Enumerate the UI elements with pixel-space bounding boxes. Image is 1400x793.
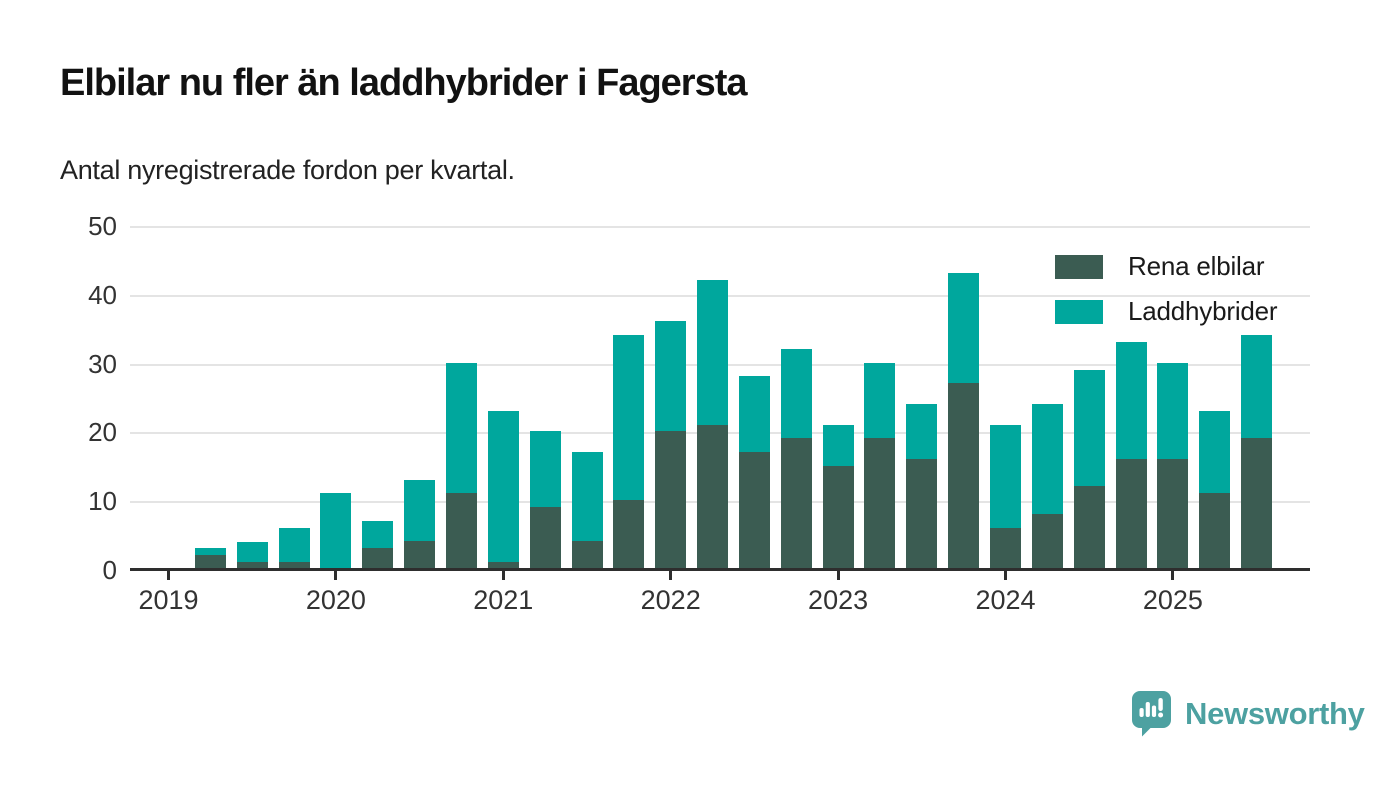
bar-2021Q3-laddhybrider bbox=[571, 452, 603, 542]
bar-2019Q2-rena-elbilar bbox=[194, 555, 226, 569]
x-axis-tick-2025 bbox=[1171, 571, 1175, 580]
legend-label-rena-elbilar: Rena elbilar bbox=[1128, 251, 1265, 281]
y-axis-label-30: 30 bbox=[88, 348, 117, 379]
y-axis-label-20: 20 bbox=[88, 417, 117, 448]
x-axis-label-2019: 2019 bbox=[138, 585, 199, 615]
bar-2019Q4-rena-elbilar bbox=[278, 562, 310, 569]
legend-item-rena-elbilar: Rena elbilar bbox=[1055, 251, 1277, 282]
bar-2023Q1-rena-elbilar bbox=[822, 465, 854, 569]
x-axis-tick-2022 bbox=[669, 571, 673, 580]
brand-name: Newsworthy bbox=[1185, 695, 1365, 731]
bar-2024Q2-rena-elbilar bbox=[1031, 513, 1063, 569]
x-axis-label-2023: 2023 bbox=[808, 585, 869, 615]
bar-2021Q2-rena-elbilar bbox=[529, 507, 561, 569]
gridline-y-50 bbox=[130, 226, 1310, 228]
bar-2024Q4-rena-elbilar bbox=[1115, 458, 1147, 569]
bar-2025Q3-rena-elbilar bbox=[1241, 438, 1273, 569]
bar-2020Q4-laddhybrider bbox=[445, 362, 477, 494]
bar-2024Q1-rena-elbilar bbox=[990, 527, 1021, 569]
legend-item-laddhybrider: Laddhybrider bbox=[1055, 296, 1278, 327]
x-axis-label-2022: 2022 bbox=[640, 585, 701, 615]
x-axis-line bbox=[130, 568, 1310, 571]
bar-2023Q4-laddhybrider bbox=[948, 273, 980, 384]
bar-2021Q1-laddhybrider bbox=[487, 410, 519, 563]
bar-2019Q3-laddhybrider bbox=[236, 541, 268, 563]
bar-2023Q2-rena-elbilar bbox=[864, 438, 896, 569]
legend-swatch-laddhybrider bbox=[1055, 299, 1103, 324]
bar-2024Q1-laddhybrider bbox=[990, 424, 1021, 528]
bar-2019Q3-rena-elbilar bbox=[236, 562, 268, 569]
bar-2022Q1-laddhybrider bbox=[655, 321, 687, 432]
y-axis-label-10: 10 bbox=[88, 486, 117, 517]
bar-2020Q2-rena-elbilar bbox=[362, 548, 394, 569]
y-axis-label-50: 50 bbox=[88, 210, 117, 241]
bar-2025Q1-laddhybrider bbox=[1157, 362, 1189, 459]
bar-2022Q4-rena-elbilar bbox=[780, 438, 812, 569]
bar-2022Q3-rena-elbilar bbox=[738, 452, 770, 569]
bar-2020Q3-rena-elbilar bbox=[404, 541, 436, 569]
bar-2024Q2-laddhybrider bbox=[1031, 403, 1063, 514]
bar-2021Q2-laddhybrider bbox=[529, 431, 561, 508]
bar-2019Q2-laddhybrider bbox=[194, 548, 226, 556]
plot-area: 0 10 20 30 40 50 2019 2020 2021 2022 2023 2024 2025 bbox=[88, 211, 1310, 615]
x-axis-tick-2024 bbox=[1004, 571, 1007, 580]
bar-2023Q2-laddhybrider bbox=[864, 362, 896, 439]
x-axis-tick-2019 bbox=[167, 571, 170, 580]
bar-2021Q3-rena-elbilar bbox=[571, 541, 603, 569]
legend: Rena elbilar Laddhybrider bbox=[1055, 251, 1278, 327]
bar-2020Q3-laddhybrider bbox=[404, 479, 436, 542]
x-axis-label-2020: 2020 bbox=[305, 585, 366, 615]
x-axis-label-2024: 2024 bbox=[975, 585, 1036, 615]
page-subtitle: Antal nyregistrerade fordon per kvartal. bbox=[60, 155, 515, 185]
bar-2023Q1-laddhybrider bbox=[822, 424, 854, 466]
bar-2021Q4-rena-elbilar bbox=[613, 500, 645, 569]
bar-2020Q2-laddhybrider bbox=[362, 520, 394, 549]
bar-2025Q1-rena-elbilar bbox=[1157, 458, 1189, 569]
bar-2022Q4-laddhybrider bbox=[780, 348, 812, 439]
bar-2025Q2-laddhybrider bbox=[1199, 410, 1231, 494]
speech-bubble-bar-chart-icon bbox=[1132, 691, 1171, 737]
bar-2021Q4-laddhybrider bbox=[613, 335, 645, 501]
legend-swatch-rena-elbilar bbox=[1055, 254, 1103, 279]
x-axis-label-2021: 2021 bbox=[473, 585, 534, 615]
bar-2021Q1-rena-elbilar bbox=[487, 562, 519, 569]
bar-2022Q2-laddhybrider bbox=[697, 280, 729, 425]
y-axis-label-40: 40 bbox=[88, 279, 117, 310]
bar-2023Q3-rena-elbilar bbox=[906, 458, 938, 569]
bar-2024Q3-laddhybrider bbox=[1073, 369, 1105, 487]
x-axis-tick-2021 bbox=[501, 571, 505, 580]
y-axis-label-0: 0 bbox=[102, 554, 117, 585]
bar-2024Q3-rena-elbilar bbox=[1073, 486, 1105, 569]
newsworthy-logo: Newsworthy bbox=[1131, 690, 1365, 737]
x-axis-label-2025: 2025 bbox=[1142, 585, 1203, 615]
bar-2025Q3-laddhybrider bbox=[1241, 335, 1273, 439]
legend-label-laddhybrider: Laddhybrider bbox=[1128, 296, 1278, 326]
x-axis-tick-2023 bbox=[836, 571, 840, 580]
bar-2023Q4-rena-elbilar bbox=[948, 383, 980, 569]
bar-2022Q1-rena-elbilar bbox=[655, 431, 687, 569]
bar-2025Q2-rena-elbilar bbox=[1199, 493, 1231, 569]
bar-2020Q4-rena-elbilar bbox=[445, 493, 477, 569]
page-title: Elbilar nu fler än laddhybrider i Fagers… bbox=[60, 62, 748, 104]
bar-2022Q3-laddhybrider bbox=[738, 376, 770, 453]
bar-2019Q4-laddhybrider bbox=[278, 527, 310, 563]
bar-2024Q4-laddhybrider bbox=[1115, 341, 1147, 459]
x-axis-tick-2020 bbox=[334, 571, 338, 580]
bar-2022Q2-rena-elbilar bbox=[697, 424, 729, 569]
bar-2023Q3-laddhybrider bbox=[906, 403, 938, 459]
bar-2020Q1-laddhybrider bbox=[320, 493, 352, 569]
